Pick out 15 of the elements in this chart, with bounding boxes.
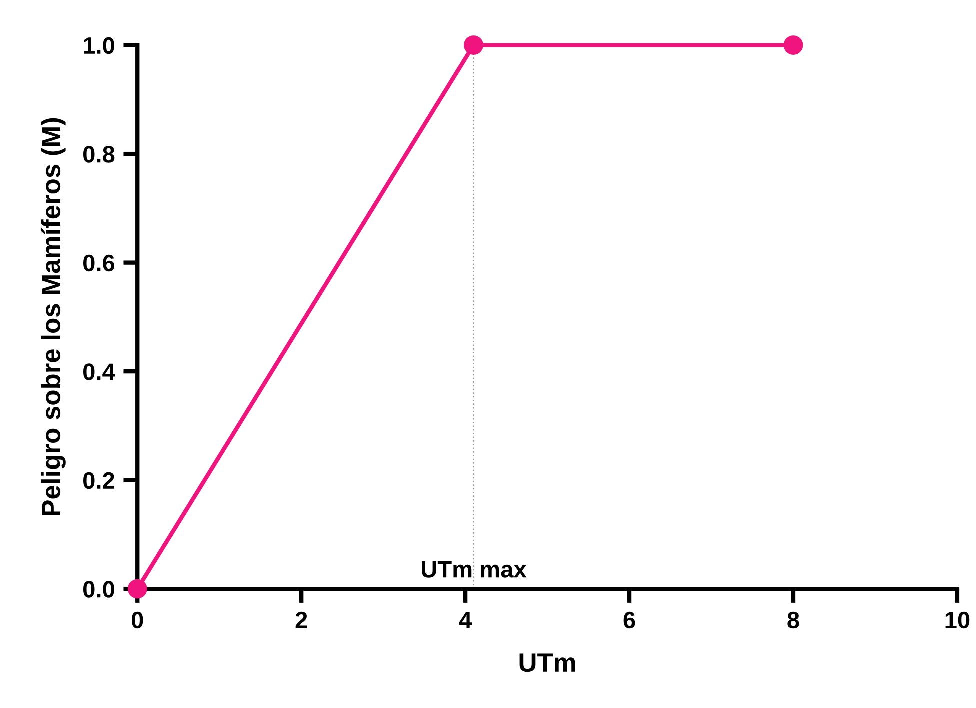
y-tick-label: 0.6 <box>84 254 115 272</box>
y-tick-label: 0.8 <box>84 146 115 163</box>
x-tick-label: 6 <box>624 612 636 629</box>
y-tick-label: 1.0 <box>84 37 114 54</box>
y-tick-label: 0.2 <box>84 472 114 490</box>
x-tick-label: 8 <box>788 612 800 629</box>
y-tick-label: 0.0 <box>84 581 114 598</box>
x-tick-label: 0 <box>132 612 144 629</box>
ref-line-label: UTm max <box>422 561 527 578</box>
x-tick-label: 4 <box>459 612 472 628</box>
y-tick-label: 0.4 <box>84 364 116 380</box>
x-axis-title: UTm <box>520 654 576 672</box>
y-axis-title: Peligro sobre los Mamíferos (M) <box>40 118 66 516</box>
x-tick-label: 2 <box>296 612 308 628</box>
x-tick-label: 10 <box>946 612 970 629</box>
